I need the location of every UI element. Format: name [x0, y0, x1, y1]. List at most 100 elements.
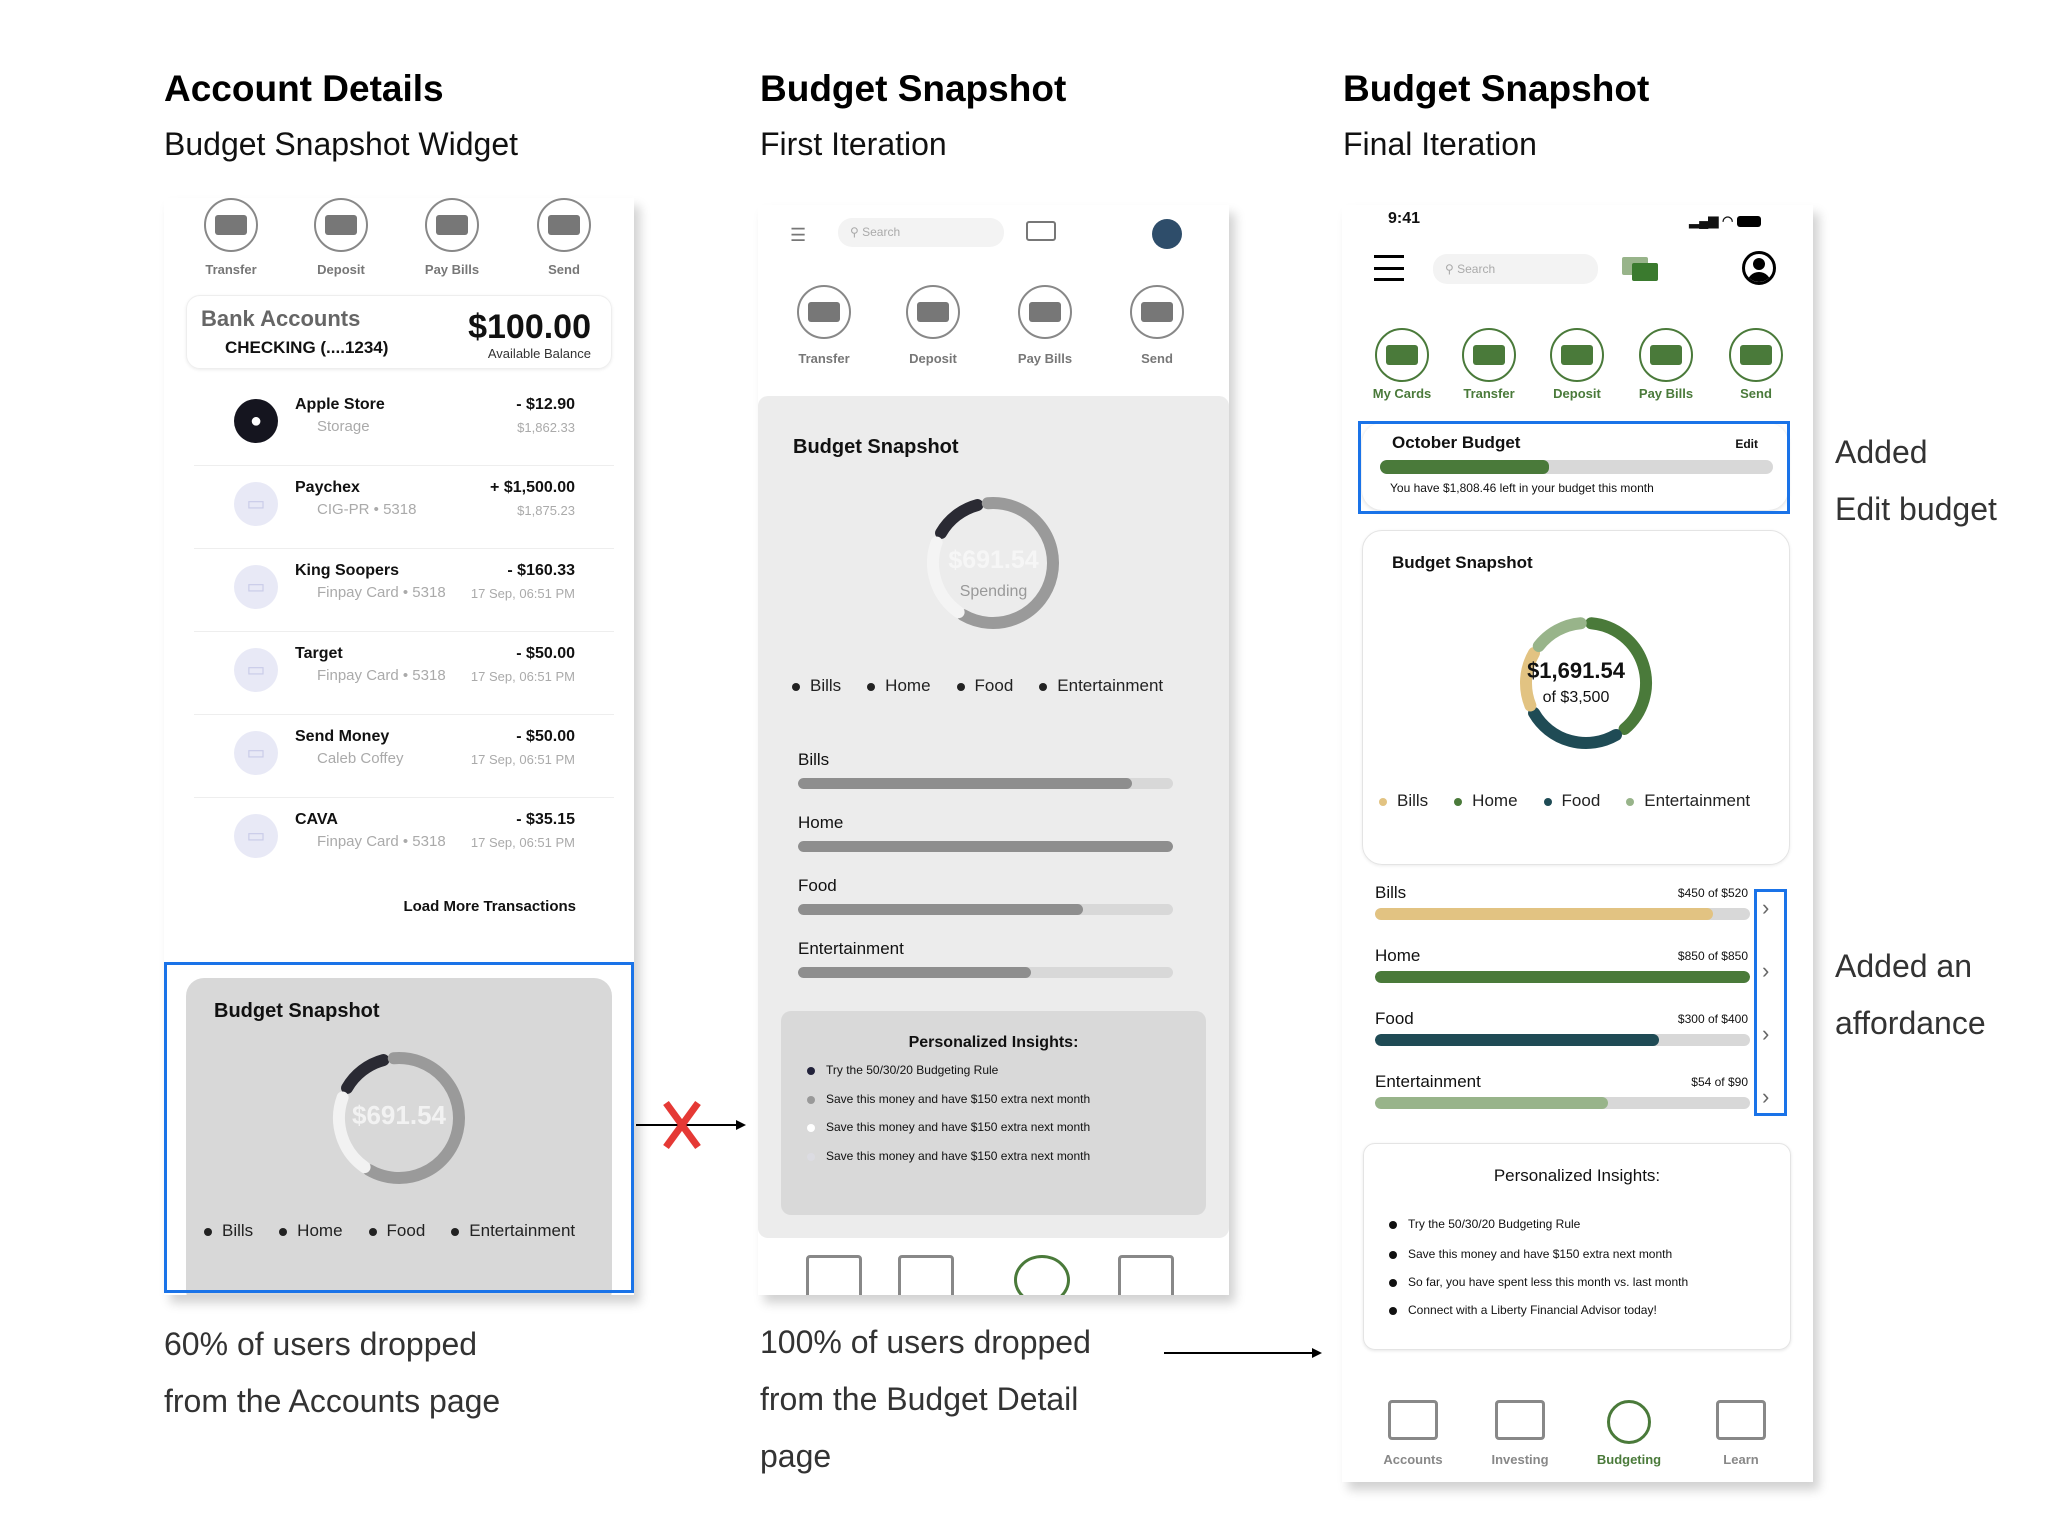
- snapshot-title: Budget Snapshot: [793, 436, 959, 458]
- pay-bills-button[interactable]: [425, 198, 479, 252]
- transaction-row[interactable]: ▭ Target Finpay Card • 5318 - $50.00 17 Sep,…: [194, 645, 614, 715]
- transfer-button[interactable]: [1462, 328, 1516, 382]
- category-progress-bar[interactable]: [1375, 908, 1750, 920]
- load-more-link[interactable]: Load More Transactions: [403, 898, 576, 915]
- action-label: Pay Bills: [1017, 351, 1073, 366]
- transaction-row[interactable]: ▭ CAVA Finpay Card • 5318 - $35.15 17 Sep, 0…: [194, 811, 614, 881]
- category-progress-bar[interactable]: [798, 967, 1173, 978]
- progress-fill: [1380, 460, 1549, 474]
- snapshot-title: Budget Snapshot: [1392, 553, 1533, 572]
- budget-snapshot-widget[interactable]: Budget Snapshot $691.54 Bills Home Food Ent…: [186, 978, 612, 1295]
- transaction-amount: - $50.00: [516, 645, 575, 662]
- transaction-name: Apple Store: [295, 396, 385, 413]
- remaining-segment: [333, 1091, 371, 1174]
- transaction-detail: Storage: [317, 418, 370, 435]
- caption-first-iteration: 100% of users dropped from the Budget De…: [760, 1314, 1091, 1485]
- learn-icon[interactable]: [1118, 1255, 1174, 1295]
- transaction-meta: 17 Sep, 06:51 PM: [470, 669, 575, 684]
- profile-icon[interactable]: [1742, 251, 1776, 285]
- pay-bills-button[interactable]: [1639, 328, 1693, 382]
- nav-tab-learn[interactable]: Learn: [1696, 1400, 1786, 1475]
- october-budget-card[interactable]: October Budget Edit You have $1,808.46 l…: [1362, 423, 1788, 510]
- transaction-name: Send Money: [295, 728, 390, 745]
- october-remaining: You have $1,808.46 left in your budget t…: [1390, 481, 1654, 495]
- search-input[interactable]: ⚲ Search: [838, 218, 1004, 247]
- bank-account-card[interactable]: Bank Accounts CHECKING (....1234) $100.0…: [186, 295, 612, 369]
- highlight-box: [164, 962, 634, 1293]
- action-label: Transfer: [798, 351, 850, 366]
- send-button[interactable]: [1130, 285, 1184, 339]
- transfer-button[interactable]: [204, 198, 258, 252]
- category-progress-bar[interactable]: [798, 778, 1173, 789]
- category-progress-bar[interactable]: [1375, 1097, 1750, 1109]
- pay-bills-button[interactable]: [1018, 285, 1072, 339]
- snapshot-legend: Bills Home Food Entertainment: [1379, 791, 1750, 811]
- category-progress-bar[interactable]: [798, 904, 1173, 915]
- entertainment-segment: [1532, 617, 1587, 653]
- caption-accounts: 60% of users dropped from the Accounts p…: [164, 1316, 500, 1430]
- search-placeholder: Search: [1457, 262, 1496, 276]
- insights-title: Personalized Insights:: [1493, 1166, 1661, 1185]
- send-button[interactable]: [537, 198, 591, 252]
- transfer-button[interactable]: [797, 285, 851, 339]
- first-iteration-screen: ☰ ⚲ Search Budget Snapshot $691.54 Spend…: [758, 205, 1229, 1295]
- category-value: $300 of $400: [1677, 1012, 1748, 1026]
- budget-snapshot-card: Budget Snapshot $1,691.54 of $3,500 Bill…: [1362, 530, 1790, 865]
- nav-tab-budgeting[interactable]: Budgeting: [1584, 1400, 1674, 1475]
- search-input[interactable]: ⚲ Search: [1433, 254, 1598, 284]
- category-label: Bills: [1375, 883, 1407, 902]
- budget-detail-area: Budget Snapshot $691.54 Spending Bills Ho…: [758, 396, 1229, 1238]
- category-progress-bar[interactable]: [1375, 971, 1750, 983]
- investing-icon[interactable]: [898, 1255, 954, 1295]
- nav-tab-investing[interactable]: Investing: [1475, 1400, 1565, 1475]
- legend-dot: [956, 682, 965, 691]
- avatar[interactable]: [1152, 219, 1182, 249]
- category-progress-bar[interactable]: [1375, 1034, 1750, 1046]
- send-button[interactable]: [1729, 328, 1783, 382]
- chevron-right-icon[interactable]: ›: [1762, 895, 1770, 920]
- deposit-button[interactable]: [906, 285, 960, 339]
- legend-dot: [368, 1227, 377, 1236]
- transaction-detail: Finpay Card • 5318: [317, 584, 446, 601]
- action-label: Pay Bills: [424, 262, 480, 277]
- insight-bullet: [807, 1124, 815, 1132]
- chat-icon[interactable]: [1026, 221, 1056, 241]
- chat-icon[interactable]: [1622, 257, 1658, 281]
- category-progress-bar[interactable]: [798, 841, 1173, 852]
- card-icon: ▭: [234, 482, 278, 526]
- transaction-row[interactable]: ▭ Send Money Caleb Coffey - $50.00 17 Sep, 0…: [194, 728, 614, 798]
- deposit-button[interactable]: [314, 198, 368, 252]
- transaction-amount: - $12.90: [516, 396, 575, 413]
- accounts-icon[interactable]: [806, 1255, 862, 1295]
- transaction-row[interactable]: ● Apple Store Storage - $12.90 $1,862.33: [194, 396, 614, 466]
- account-balance: $100.00: [468, 308, 591, 346]
- highlight-box: [1358, 421, 1790, 514]
- insight-bullet: [1389, 1221, 1397, 1229]
- search-placeholder: Search: [862, 225, 901, 239]
- legend-item: Home: [867, 676, 931, 696]
- transaction-row[interactable]: ▭ Paychex CIG-PR • 5318 + $1,500.00 $1,875.2…: [194, 479, 614, 549]
- insight-bullet: [807, 1096, 815, 1104]
- deposit-button[interactable]: [1550, 328, 1604, 382]
- insight-text: Save this money and have $150 extra next…: [826, 1149, 1091, 1163]
- budgeting-icon[interactable]: [1014, 1255, 1070, 1295]
- transaction-row[interactable]: ▭ King Soopers Finpay Card • 5318 - $160.33…: [194, 562, 614, 632]
- chevron-right-icon[interactable]: ›: [1762, 1084, 1770, 1109]
- menu-icon[interactable]: ☰: [790, 225, 807, 245]
- progress-fill: [798, 778, 1132, 789]
- remaining-segment: [927, 536, 965, 619]
- my-cards-button[interactable]: [1375, 328, 1429, 382]
- insight-text: Try the 50/30/20 Budgeting Rule: [826, 1063, 999, 1077]
- column-subtitle: Budget Snapshot Widget: [164, 126, 519, 162]
- transaction-meta: 17 Sep, 06:51 PM: [470, 586, 575, 601]
- nav-tab-accounts[interactable]: Accounts: [1368, 1400, 1458, 1475]
- chevron-right-icon[interactable]: ›: [1762, 1021, 1770, 1046]
- pay-bills-icon: [436, 215, 468, 235]
- insights-title: Personalized Insights:: [908, 1034, 1079, 1051]
- chevron-right-icon[interactable]: ›: [1762, 958, 1770, 983]
- legend-label: Bills: [222, 1221, 254, 1240]
- edit-budget-button[interactable]: Edit: [1735, 437, 1758, 451]
- insight-text: Save this money and have $150 extra next…: [826, 1120, 1091, 1134]
- nav-label: Investing: [1491, 1452, 1549, 1467]
- menu-icon[interactable]: [1374, 255, 1404, 281]
